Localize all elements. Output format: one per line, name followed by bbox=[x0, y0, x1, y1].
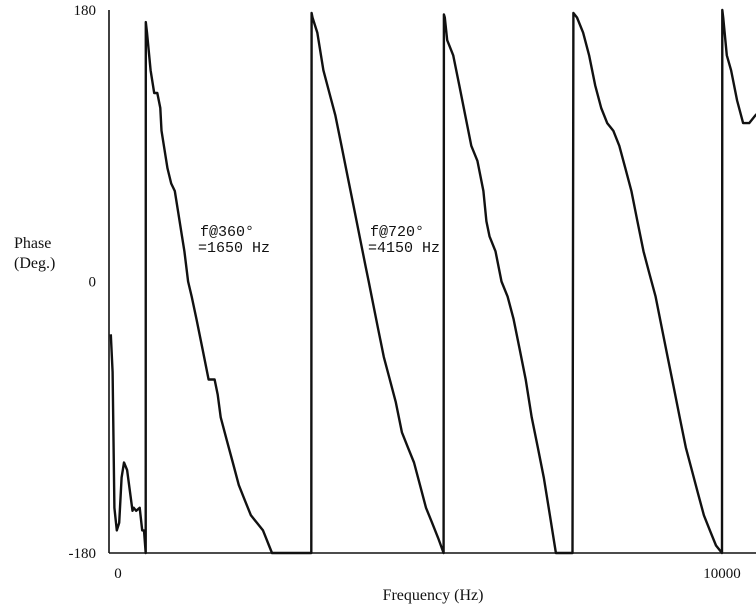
annotation-720-line1: f@720° bbox=[370, 224, 424, 241]
y-axis-label-line2: (Deg.) bbox=[14, 255, 55, 272]
series-group bbox=[109, 8, 756, 555]
y-tick-labels: 180 0 -180 bbox=[69, 3, 97, 562]
plot-frame bbox=[108, 10, 756, 554]
phase-series-line bbox=[109, 8, 756, 555]
x-axis-label: Frequency (Hz) bbox=[383, 587, 484, 604]
annotation-720-line2: =4150 Hz bbox=[368, 240, 440, 257]
y-axis-label-line1: Phase bbox=[14, 235, 51, 252]
y-tick-label: 180 bbox=[74, 3, 97, 19]
annotation-360-line1: f@360° bbox=[200, 224, 254, 241]
y-tick-label: 0 bbox=[89, 275, 97, 291]
y-tick-label: -180 bbox=[69, 546, 97, 562]
annotation-360-line2: =1650 Hz bbox=[198, 240, 270, 257]
x-tick-label: 0 bbox=[114, 566, 122, 582]
x-tick-label: 10000 bbox=[703, 566, 741, 582]
x-tick-labels: 0 10000 bbox=[114, 566, 741, 582]
